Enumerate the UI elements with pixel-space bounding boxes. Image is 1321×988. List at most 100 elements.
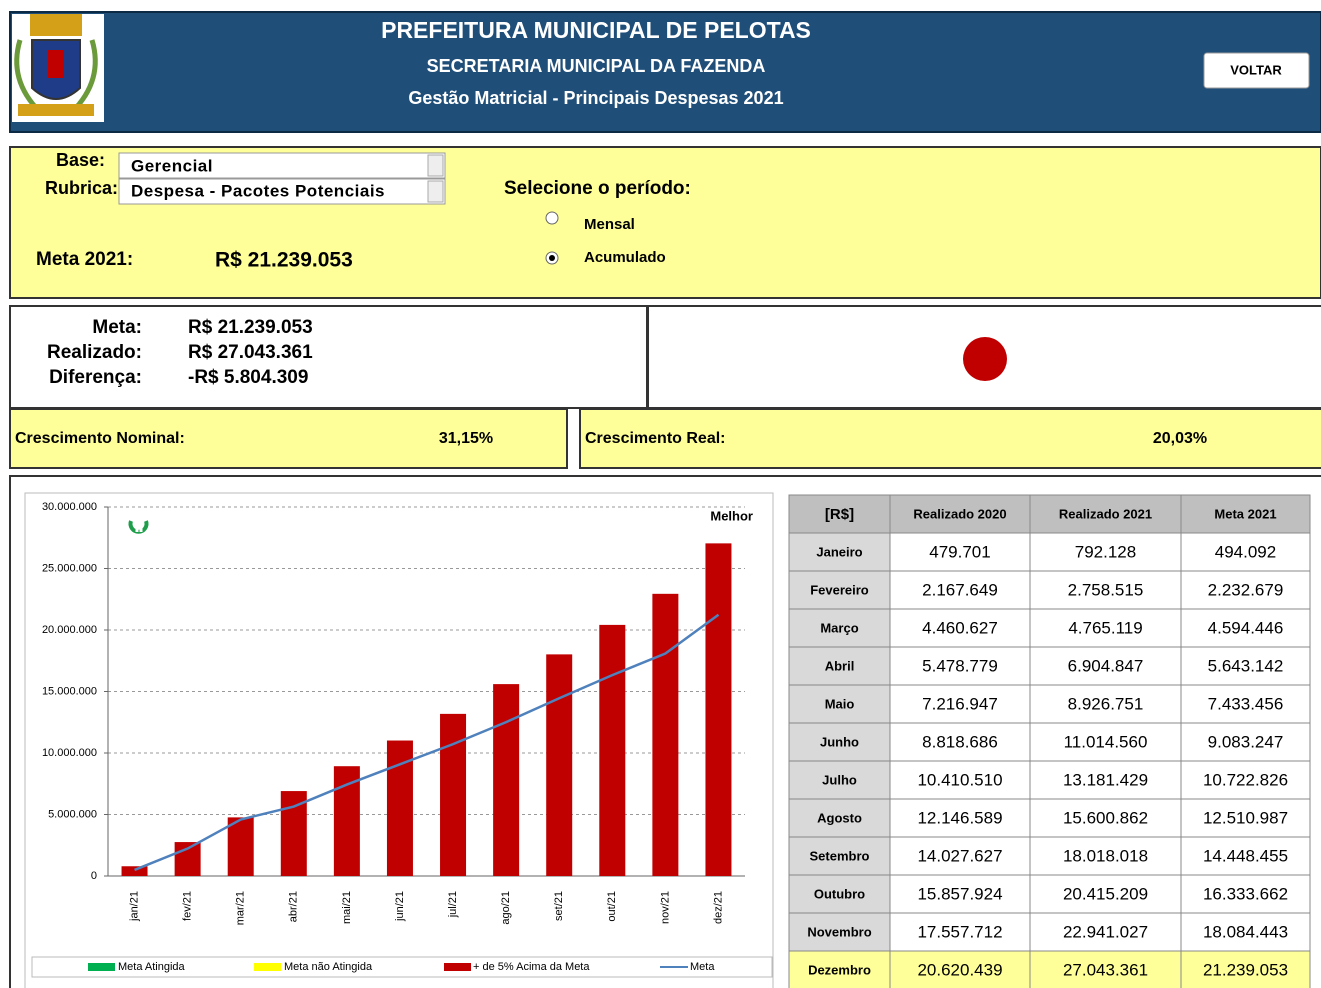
chart-annotation: Melhor [710, 508, 753, 523]
meta-value: R$ 21.239.053 [215, 249, 353, 272]
bar [599, 624, 626, 876]
y-tick-label: 25.000.000 [42, 562, 97, 574]
rubrica-dropdown[interactable]: Despesa - Pacotes Potenciais [118, 178, 446, 205]
cell-text: 4.765.119 [1068, 618, 1142, 637]
base-label: Base: [56, 150, 105, 170]
x-tick-label: jun/21 [394, 891, 406, 922]
cell-text: Abril [825, 658, 855, 673]
line [134, 613, 720, 872]
summary-label: Meta: [92, 317, 142, 338]
rubrica-dropdown-box[interactable] [118, 178, 446, 205]
cell-text: 10.410.510 [917, 770, 1002, 789]
growth: Crescimento Nominal: 31,15% Crescimento Re… [15, 430, 1207, 447]
bar [493, 684, 520, 876]
back-button-box[interactable] [1203, 52, 1310, 89]
table-cell [788, 760, 891, 800]
cell-text: 479.701 [929, 542, 990, 561]
growth-label: Crescimento Nominal: [15, 430, 185, 447]
cell-text: 14.448.455 [1203, 846, 1288, 865]
table-cell [1180, 760, 1311, 800]
growth-value: 20,03% [1153, 430, 1207, 447]
cell-text: 27.043.361 [1063, 960, 1148, 979]
cell-text: 14.027.627 [917, 846, 1002, 865]
x-tick-label: ago/21 [500, 891, 512, 925]
table-cell [788, 532, 891, 572]
cell-text: 2.167.649 [922, 580, 998, 599]
cell-text: Fevereiro [810, 582, 869, 597]
cell-text: 10.722.826 [1203, 770, 1288, 789]
growth-box [579, 408, 1321, 469]
base-value[interactable]: Gerencial [131, 156, 213, 175]
table-cell [1029, 874, 1182, 914]
radio-button[interactable] [545, 211, 559, 225]
table-cell [1180, 608, 1311, 648]
table-cell [889, 684, 1031, 724]
table-cell [1029, 570, 1182, 610]
status-indicator [963, 337, 1007, 381]
period-label: Selecione o período: [504, 178, 691, 199]
table-cell [1180, 874, 1311, 914]
header-subtitle: SECRETARIA MUNICIPAL DA FAZENDA [427, 56, 766, 76]
cell-text: Dezembro [808, 962, 871, 977]
cell-text: 17.557.712 [917, 922, 1002, 941]
table-cell [1029, 760, 1182, 800]
dropdown-arrow[interactable] [427, 154, 444, 177]
cell-text: 792.128 [1075, 542, 1136, 561]
cell-text: 5.643.142 [1208, 656, 1284, 675]
table-cell [889, 608, 1031, 648]
base-dropdown-box[interactable] [118, 152, 446, 179]
dropdown-arrow[interactable] [427, 180, 444, 203]
back-button[interactable]: VOLTAR [1203, 52, 1310, 89]
summary-value: R$ 21.239.053 [188, 317, 313, 338]
refresh-icon[interactable] [128, 520, 149, 534]
cell-text: 21.239.053 [1203, 960, 1288, 979]
summary-value: R$ 27.043.361 [188, 342, 313, 363]
y-tick-label: 20.000.000 [42, 624, 97, 636]
table-cell [1029, 798, 1182, 838]
radio-label[interactable]: Mensal [584, 216, 635, 233]
legend-swatch [254, 963, 281, 971]
cell-text: 13.181.429 [1063, 770, 1148, 789]
cell-text: Junho [820, 734, 859, 749]
table-cell [889, 760, 1031, 800]
bar [121, 866, 148, 876]
chart: Melhor 0 5.000.000 10.000.000 15.000.000 20.… [31, 501, 773, 978]
cell-text: Julho [822, 772, 857, 787]
period-options: Mensal Acumulado [545, 211, 666, 266]
header-band [9, 11, 1321, 133]
y-tick-label: 30.000.000 [42, 501, 97, 513]
back-button-label[interactable]: VOLTAR [1230, 62, 1282, 77]
x-tick-label: jan/21 [128, 891, 140, 922]
header-cell [1029, 494, 1182, 534]
cell-text: 6.904.847 [1068, 656, 1144, 675]
base-dropdown[interactable]: Gerencial [118, 152, 446, 179]
table-cell [1180, 836, 1311, 876]
header-text: Realizado 2021 [1059, 506, 1152, 521]
bar [227, 817, 254, 876]
cell-text: 20.620.439 [917, 960, 1002, 979]
rubrica-value[interactable]: Despesa - Pacotes Potenciais [131, 181, 385, 200]
cell-text: 15.600.862 [1063, 808, 1148, 827]
cell-text: 8.926.751 [1068, 694, 1144, 713]
header-title: PREFEITURA MUNICIPAL DE PELOTAS [381, 17, 811, 43]
summary-panel [9, 305, 648, 409]
table-cell [889, 912, 1031, 952]
radio-label[interactable]: Acumulado [584, 249, 666, 266]
table-cell [1180, 722, 1311, 762]
table-cell [889, 646, 1031, 686]
cell-text: 12.510.987 [1203, 808, 1288, 827]
radio-dot[interactable] [549, 255, 555, 261]
header-cell [788, 494, 891, 534]
summary-value: -R$ 5.804.309 [188, 367, 308, 388]
x-tick-label: mai/21 [341, 891, 353, 924]
bar [705, 543, 732, 876]
cell-text: 18.084.443 [1203, 922, 1288, 941]
table-cell [1029, 722, 1182, 762]
cell-text: Novembro [807, 924, 871, 939]
cell-text: 20.415.209 [1063, 884, 1148, 903]
table-cell [889, 722, 1031, 762]
x-tick-label: fev/21 [182, 891, 194, 921]
growth-value: 31,15% [439, 430, 493, 447]
